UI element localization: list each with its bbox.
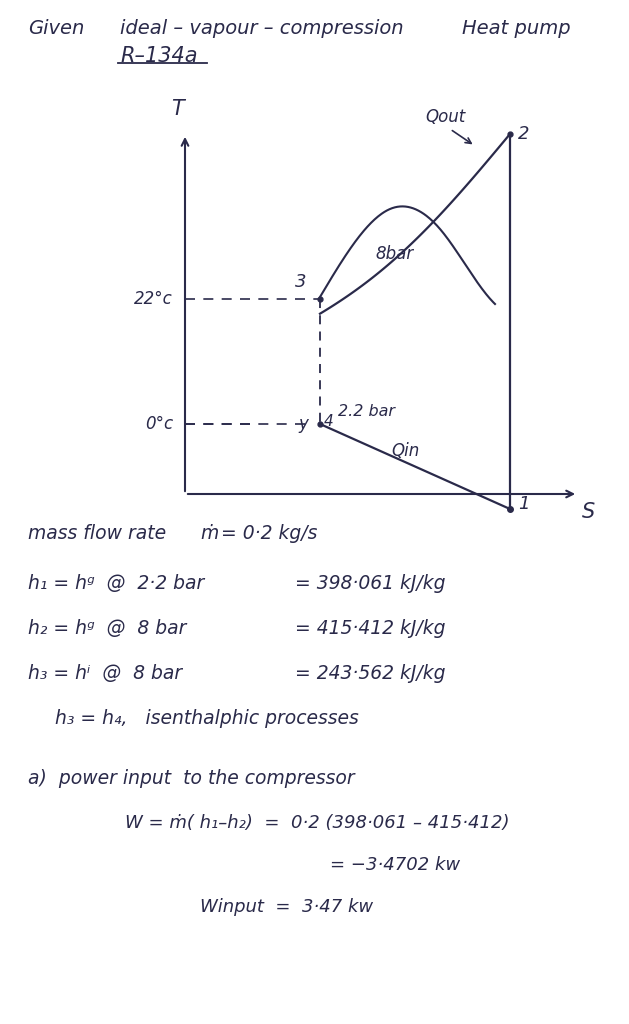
Text: Winput  =  3·47 kw: Winput = 3·47 kw <box>200 898 373 916</box>
Text: ideal – vapour – compression: ideal – vapour – compression <box>120 19 404 38</box>
Text: h₂ = hᵍ  @  8 bar: h₂ = hᵍ @ 8 bar <box>28 618 186 638</box>
Text: S: S <box>582 502 595 522</box>
Text: Heat pump: Heat pump <box>462 19 571 38</box>
Text: 0°c: 0°c <box>145 415 173 433</box>
Text: h₃ = h₄,   isenthalphic processes: h₃ = h₄, isenthalphic processes <box>55 709 359 728</box>
Text: = 0·2 kg/s: = 0·2 kg/s <box>215 524 318 543</box>
Text: = 243·562 kJ/kg: = 243·562 kJ/kg <box>295 664 445 683</box>
Text: Qout: Qout <box>425 108 465 126</box>
Text: W = ṁ( h₁–h₂)  =  0·2 (398·061 – 415·412): W = ṁ( h₁–h₂) = 0·2 (398·061 – 415·412) <box>125 814 509 831</box>
Text: Given: Given <box>28 19 84 38</box>
Text: Qin: Qin <box>391 442 419 460</box>
Text: 8bar: 8bar <box>375 245 413 263</box>
Text: a)  power input  to the compressor: a) power input to the compressor <box>28 769 355 788</box>
Text: 1: 1 <box>518 495 530 513</box>
Text: = 398·061 kJ/kg: = 398·061 kJ/kg <box>295 574 445 593</box>
Text: h₃ = hⁱ  @  8 bar: h₃ = hⁱ @ 8 bar <box>28 664 182 683</box>
Text: h₁ = hᵍ  @  2·2 bar: h₁ = hᵍ @ 2·2 bar <box>28 574 204 593</box>
Text: 22°c: 22°c <box>134 290 173 308</box>
Text: T: T <box>170 99 184 119</box>
Text: R–134a: R–134a <box>120 46 198 66</box>
Text: 3: 3 <box>294 273 306 291</box>
Text: 4: 4 <box>324 414 334 428</box>
Text: ṁ: ṁ <box>200 524 218 543</box>
Text: = 415·412 kJ/kg: = 415·412 kJ/kg <box>295 618 445 638</box>
Text: y: y <box>298 415 308 433</box>
Text: 2.2 bar: 2.2 bar <box>338 404 395 419</box>
Text: 2: 2 <box>518 125 530 143</box>
Text: mass flow rate: mass flow rate <box>28 524 178 543</box>
Text: = −3·4702 kw: = −3·4702 kw <box>330 856 460 874</box>
